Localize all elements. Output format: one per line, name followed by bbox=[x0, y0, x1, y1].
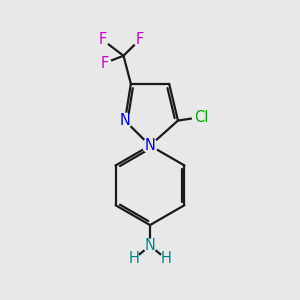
Circle shape bbox=[98, 57, 111, 70]
Circle shape bbox=[128, 253, 140, 265]
Text: H: H bbox=[128, 251, 139, 266]
Text: Cl: Cl bbox=[194, 110, 208, 124]
Text: F: F bbox=[98, 32, 106, 47]
Circle shape bbox=[160, 253, 172, 265]
Text: N: N bbox=[145, 138, 155, 153]
Text: H: H bbox=[161, 251, 172, 266]
Text: F: F bbox=[136, 32, 144, 47]
Text: N: N bbox=[145, 238, 155, 253]
Circle shape bbox=[142, 138, 158, 153]
Circle shape bbox=[192, 108, 210, 126]
Circle shape bbox=[118, 113, 132, 128]
Circle shape bbox=[96, 33, 109, 46]
Text: F: F bbox=[100, 56, 109, 70]
Circle shape bbox=[143, 239, 157, 252]
Circle shape bbox=[133, 33, 146, 46]
Text: N: N bbox=[119, 113, 130, 128]
